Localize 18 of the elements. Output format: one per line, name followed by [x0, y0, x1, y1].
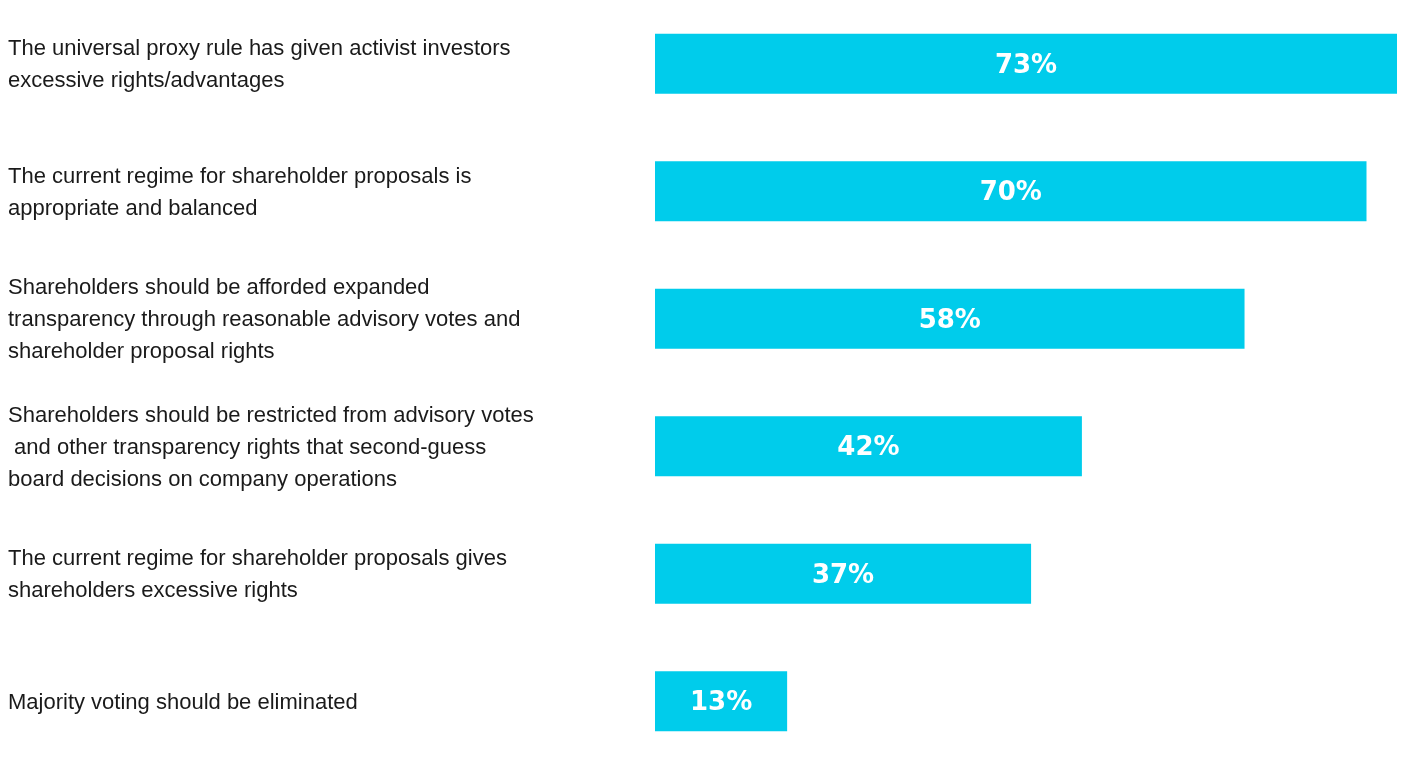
y-tick-label: The current regime for shareholder proposals is appropriate and balanced [8, 162, 478, 220]
y-tick-label: The universal proxy rule has given activist investors excessive rights/advantages [8, 35, 517, 93]
y-tick-label: Shareholders should be afforded expanded transparency through reasonable advisory votes and shareholder proposal rights [8, 274, 527, 364]
bar [655, 543, 1032, 604]
data-label: 73% [994, 48, 1058, 79]
data-label: 13% [689, 686, 753, 717]
y-tick-label: Majority voting should be eliminated [8, 688, 358, 714]
bar [655, 288, 1245, 349]
data-label: 58% [918, 303, 981, 334]
data-label: 70% [979, 176, 1042, 207]
bar [655, 33, 1397, 94]
bar [655, 416, 1082, 477]
data-label: 37% [811, 558, 875, 589]
bar [655, 671, 788, 732]
bar [655, 161, 1367, 222]
data-label: 42% [837, 431, 900, 462]
y-tick-label: The current regime for shareholder proposals gives shareholders excessive rights [8, 545, 514, 603]
y-tick-label: Shareholders should be restricted from advisory votes and other transparency rights that second-guess board decisions on company operations [8, 401, 534, 491]
